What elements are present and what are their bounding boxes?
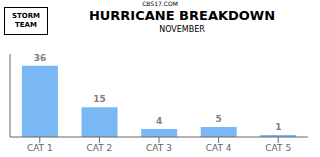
svg-text:CAT 3: CAT 3 — [146, 143, 172, 153]
svg-text:CAT 2: CAT 2 — [86, 143, 112, 153]
svg-text:CAT 5: CAT 5 — [265, 143, 291, 153]
svg-text:CAT 4: CAT 4 — [206, 143, 232, 153]
html-text:NOVEMBER: NOVEMBER — [159, 25, 205, 34]
html-text:HURRICANE BREAKDOWN: HURRICANE BREAKDOWN — [88, 8, 276, 23]
svg-text:15: 15 — [93, 94, 106, 104]
html-text:TEAM: TEAM — [15, 21, 37, 29]
html-text:STORM: STORM — [11, 12, 41, 20]
svg-text:CAT 1: CAT 1 — [27, 143, 53, 153]
html-text:CBS17.COM: CBS17.COM — [142, 0, 178, 7]
svg-text:36: 36 — [34, 53, 47, 63]
svg-text:4: 4 — [156, 116, 162, 126]
svg-text:1: 1 — [275, 122, 281, 132]
svg-text:5: 5 — [216, 114, 222, 124]
